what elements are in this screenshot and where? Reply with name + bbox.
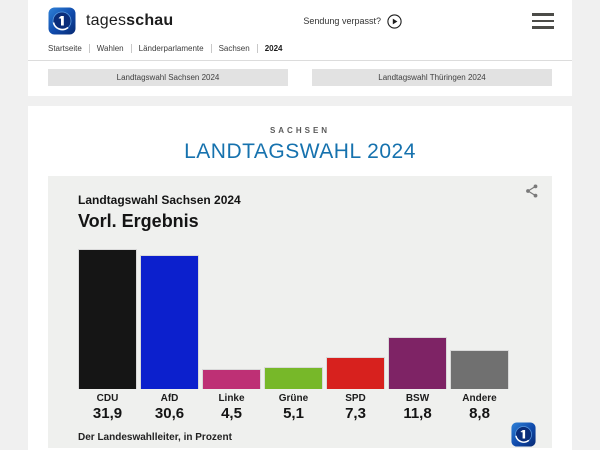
chart-source: Der Landeswahlleiter, in Prozent [78, 432, 232, 443]
breadcrumb-item-startseite[interactable]: Startseite [48, 43, 82, 53]
share-icon[interactable] [524, 183, 540, 199]
bar-spd [326, 357, 385, 389]
bar-afd [140, 254, 199, 389]
breadcrumb: Startseite Wahlen Länderparlamente Sachs… [28, 40, 572, 60]
tagesschau-logo-icon [511, 422, 536, 447]
value-label: 5,1 [283, 405, 304, 422]
page-title: LANDTAGSWAHL 2024 [184, 140, 416, 163]
breadcrumb-item-laenderparlamente[interactable]: Länderparlamente [138, 43, 204, 53]
bar-bsw [388, 337, 447, 389]
missed-show-link[interactable]: Sendung verpasst? [173, 13, 532, 29]
brand-wordmark[interactable]: tagesschau [86, 12, 174, 29]
tagesschau-logo-icon[interactable] [48, 7, 76, 35]
chart-title: Vorl. Ergebnis [78, 211, 199, 231]
bar-linke [202, 369, 261, 389]
breadcrumb-item-sachsen[interactable]: Sachsen [218, 43, 250, 53]
bar-gruene [264, 366, 323, 389]
breadcrumb-item-2024[interactable]: 2024 [264, 43, 283, 53]
value-label: 30,6 [154, 405, 185, 422]
quick-link-thueringen-button[interactable]: Landtagswahl Thüringen 2024 [312, 69, 552, 86]
value-label: 4,5 [221, 405, 242, 422]
page-kicker: SACHSEN [269, 126, 331, 135]
category-label: Linke [218, 393, 245, 404]
quick-links-bar: Landtagswahl Sachsen 2024 Landtagswahl T… [28, 61, 572, 96]
quick-link-sachsen-button[interactable]: Landtagswahl Sachsen 2024 [48, 69, 288, 86]
value-labels: 31,9 30,6 4,5 5,1 7,3 11,8 8,8 [78, 405, 552, 423]
value-label: 8,8 [469, 405, 490, 422]
category-labels: CDU AfD Linke Grüne SPD BSW Andere [78, 392, 552, 405]
category-label: SPD [345, 393, 366, 404]
breadcrumb-separator [130, 43, 132, 53]
breadcrumb-separator [256, 43, 258, 53]
header-divider [28, 60, 572, 61]
missed-show-label: Sendung verpasst? [303, 16, 381, 26]
category-label: AfD [160, 393, 179, 404]
breadcrumb-item-wahlen[interactable]: Wahlen [96, 43, 124, 53]
bar-andere [450, 350, 509, 389]
bar-chart [78, 233, 552, 389]
value-label: 7,3 [345, 405, 366, 422]
breadcrumb-separator [210, 43, 212, 53]
value-label: 11,8 [403, 405, 432, 422]
category-label: Andere [462, 393, 497, 404]
breadcrumb-separator [88, 43, 90, 53]
bar-cdu [78, 249, 137, 389]
chart-kicker: Landtagswahl Sachsen 2024 [78, 193, 241, 207]
election-chart-card: Landtagswahl Sachsen 2024 Vorl. Ergebnis… [48, 176, 552, 448]
category-label: BSW [405, 393, 430, 404]
category-label: CDU [96, 393, 119, 404]
play-icon[interactable] [387, 13, 402, 29]
header: tagesschau Sendung verpasst? Startseite … [28, 0, 572, 96]
category-label: Grüne [278, 393, 309, 404]
main-content: SACHSEN LANDTAGSWAHL 2024 Landtagswahl S… [28, 106, 572, 450]
value-label: 31,9 [92, 405, 123, 422]
menu-icon[interactable] [532, 11, 554, 30]
